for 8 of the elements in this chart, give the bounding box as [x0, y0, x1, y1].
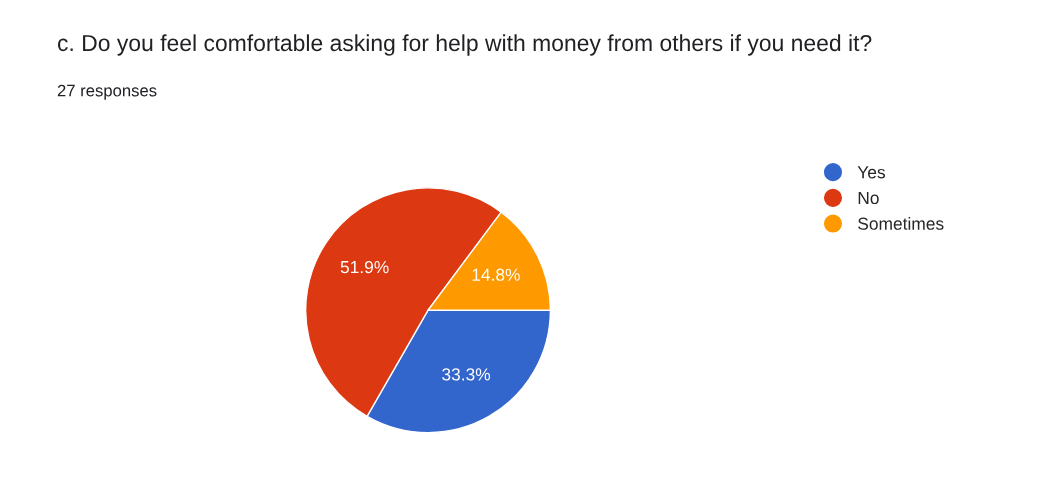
- chart-title: c. Do you feel comfortable asking for help with money from others if you need it?: [57, 34, 872, 56]
- legend-label: Yes: [857, 166, 885, 179]
- data-label: 51.9%: [340, 260, 389, 274]
- data-label: 14.8%: [472, 268, 520, 281]
- legend-label: No: [858, 191, 879, 205]
- text: 27 responses: [57, 84, 157, 100]
- legend-label: Sometimes: [858, 217, 944, 230]
- data-label: 33.3%: [442, 368, 491, 381]
